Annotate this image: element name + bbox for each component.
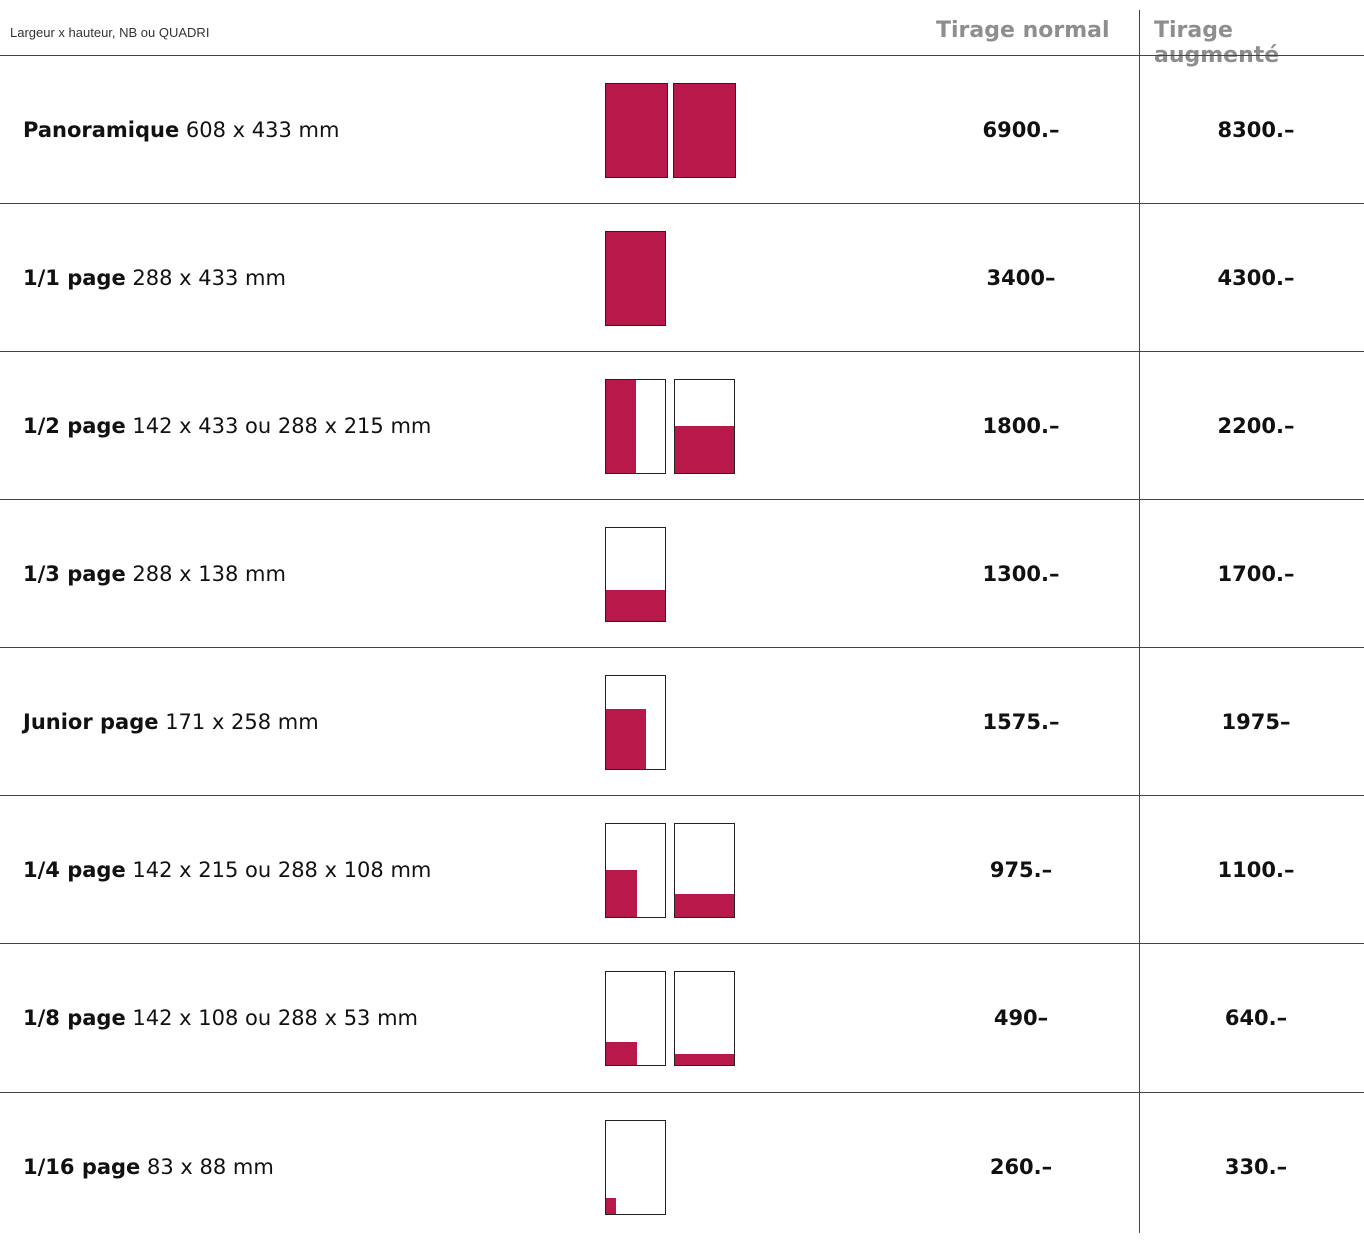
row-format-name: 1/3 page bbox=[23, 562, 126, 586]
row-divider bbox=[0, 1092, 1364, 1093]
price-normal: 490– bbox=[993, 1006, 1049, 1030]
price-normal: 3400– bbox=[986, 266, 1056, 290]
price-augmente: 1100.– bbox=[1217, 858, 1295, 882]
page-thumbnail-vertical bbox=[605, 971, 666, 1066]
page-thumbnail-vertical bbox=[605, 823, 666, 918]
page-thumbnail-horizontal bbox=[674, 823, 735, 918]
table-row-1-8-page: 1/8 page 142 x 108 ou 288 x 53 mm 490– 6… bbox=[0, 944, 1364, 1092]
table-row-junior-page: Junior page 171 x 258 mm 1575.– 1975– bbox=[0, 648, 1364, 796]
row-divider bbox=[0, 647, 1364, 648]
row-divider bbox=[0, 351, 1364, 352]
format-note: Largeur x hauteur, NB ou QUADRI bbox=[10, 25, 210, 40]
row-format-dims: 608 x 433 mm bbox=[185, 118, 340, 142]
price-normal: 1800.– bbox=[982, 414, 1060, 438]
ad-area-fill bbox=[606, 590, 665, 621]
row-format-name: 1/2 page bbox=[23, 414, 126, 438]
right-page-fill bbox=[673, 83, 736, 178]
page-thumbnail bbox=[605, 527, 666, 622]
column-header-tirage-normal: Tirage normal bbox=[936, 18, 1110, 43]
table-row-1-1-page: 1/1 page 288 x 433 mm 3400– 4300.– bbox=[0, 204, 1364, 352]
page-thumbnail bbox=[605, 231, 666, 326]
price-augmente: 330.– bbox=[1224, 1155, 1288, 1179]
row-divider bbox=[0, 943, 1364, 944]
row-format-dims: 171 x 258 mm bbox=[165, 710, 319, 734]
table-row-1-3-page: 1/3 page 288 x 138 mm 1300.– 1700.– bbox=[0, 500, 1364, 648]
table-header: Largeur x hauteur, NB ou QUADRI Tirage n… bbox=[0, 0, 1364, 68]
price-normal: 1300.– bbox=[982, 562, 1060, 586]
table-row-1-2-page: 1/2 page 142 x 433 ou 288 x 215 mm 1800.… bbox=[0, 352, 1364, 500]
price-augmente: 4300.– bbox=[1217, 266, 1295, 290]
row-format-name: 1/4 page bbox=[23, 858, 126, 882]
left-page-fill bbox=[605, 83, 668, 178]
table-row-1-16-page: 1/16 page 83 x 88 mm 260.– 330.– bbox=[0, 1093, 1364, 1241]
row-divider bbox=[0, 499, 1364, 500]
row-divider bbox=[0, 203, 1364, 204]
table-row-panoramique: Panoramique 608 x 433 mm 6900.– 8300.– bbox=[0, 56, 1364, 204]
ad-area-fill bbox=[675, 1054, 734, 1065]
ad-area-fill bbox=[606, 232, 665, 325]
row-format-dims: 142 x 108 ou 288 x 53 mm bbox=[132, 1006, 418, 1030]
ad-area-fill bbox=[606, 870, 637, 917]
price-augmente: 2200.– bbox=[1217, 414, 1295, 438]
price-normal: 1575.– bbox=[982, 710, 1060, 734]
panoramique-thumbnail bbox=[605, 83, 736, 178]
ad-area-fill bbox=[675, 426, 734, 473]
price-normal: 260.– bbox=[989, 1155, 1053, 1179]
column-divider bbox=[1139, 10, 1140, 1233]
price-augmente: 1700.– bbox=[1217, 562, 1295, 586]
row-format-name: 1/16 page bbox=[23, 1155, 141, 1179]
ad-area-fill bbox=[606, 1198, 616, 1214]
row-format-name: Junior page bbox=[23, 710, 159, 734]
price-augmente: 640.– bbox=[1224, 1006, 1288, 1030]
row-format-dims: 142 x 433 ou 288 x 215 mm bbox=[132, 414, 432, 438]
ad-area-fill bbox=[606, 709, 646, 769]
ad-area-fill bbox=[606, 1042, 637, 1065]
price-augmente: 1975– bbox=[1221, 710, 1291, 734]
page-thumbnail-vertical bbox=[605, 379, 666, 474]
price-normal: 6900.– bbox=[982, 118, 1060, 142]
row-format-dims: 142 x 215 ou 288 x 108 mm bbox=[132, 858, 432, 882]
row-format-name: 1/1 page bbox=[23, 266, 126, 290]
row-format-dims: 288 x 433 mm bbox=[132, 266, 286, 290]
price-augmente: 8300.– bbox=[1217, 118, 1295, 142]
row-format-name: 1/8 page bbox=[23, 1006, 126, 1030]
page-thumbnail-horizontal bbox=[674, 379, 735, 474]
row-format-name: Panoramique bbox=[23, 118, 180, 142]
ad-area-fill bbox=[606, 380, 636, 473]
row-divider bbox=[0, 795, 1364, 796]
table-row-1-4-page: 1/4 page 142 x 215 ou 288 x 108 mm 975.–… bbox=[0, 796, 1364, 944]
page-thumbnail bbox=[605, 675, 666, 770]
price-normal: 975.– bbox=[989, 858, 1053, 882]
header-divider bbox=[0, 55, 1364, 56]
page-thumbnail bbox=[605, 1120, 666, 1215]
row-format-dims: 83 x 88 mm bbox=[146, 1155, 274, 1179]
page-thumbnail-horizontal bbox=[674, 971, 735, 1066]
row-format-dims: 288 x 138 mm bbox=[132, 562, 286, 586]
ad-area-fill bbox=[675, 894, 734, 917]
